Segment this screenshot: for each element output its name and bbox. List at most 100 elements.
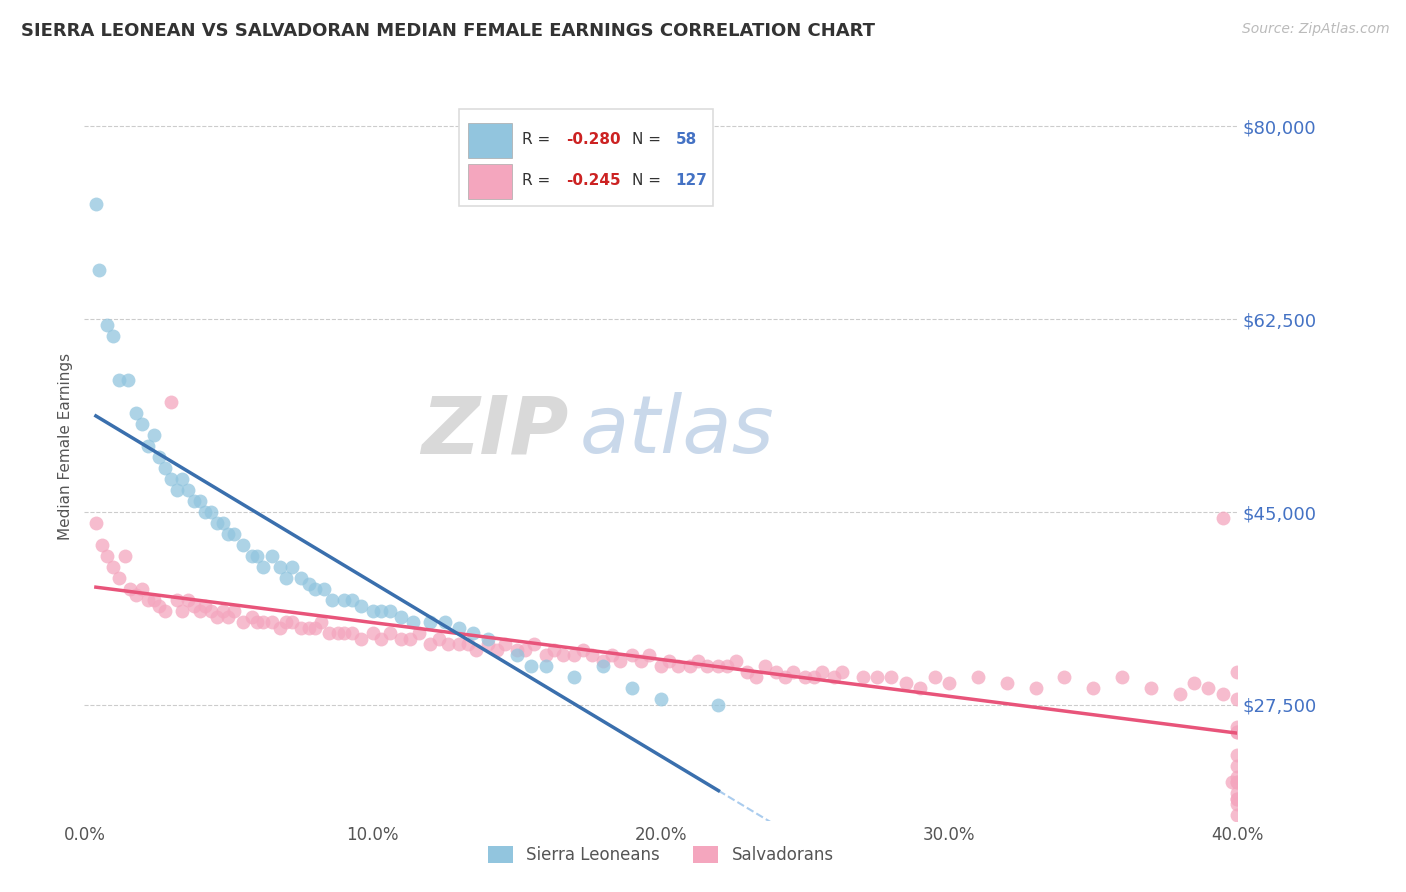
Point [658, 654, 681, 668]
Point [172, 472, 194, 486]
Point [666, 659, 689, 673]
Point [298, 621, 321, 635]
Y-axis label: Median Female Earnings: Median Female Earnings [58, 352, 73, 540]
Point [290, 571, 312, 585]
Point [419, 637, 441, 651]
Point [211, 604, 233, 618]
Point [1212, 510, 1234, 524]
Point [333, 593, 356, 607]
Point [260, 615, 283, 630]
Point [1226, 770, 1249, 784]
Point [754, 659, 776, 673]
Point [378, 626, 401, 640]
Point [166, 483, 188, 497]
Point [188, 604, 211, 618]
Point [200, 505, 222, 519]
Point [419, 615, 441, 630]
FancyBboxPatch shape [468, 163, 512, 199]
Point [136, 439, 159, 453]
Point [679, 659, 702, 673]
Point [1226, 791, 1249, 805]
Point [737, 665, 759, 679]
Point [477, 632, 499, 646]
Text: -0.245: -0.245 [567, 173, 621, 188]
Point [506, 648, 529, 663]
Point [745, 670, 768, 684]
Legend: Sierra Leoneans, Salvadorans: Sierra Leoneans, Salvadorans [479, 838, 842, 872]
Point [1226, 725, 1249, 739]
Point [350, 632, 373, 646]
Point [361, 626, 384, 640]
Point [342, 593, 364, 607]
Point [823, 670, 845, 684]
Point [96, 549, 118, 564]
Point [449, 621, 471, 635]
Point [485, 643, 508, 657]
Point [96, 318, 118, 332]
Point [276, 571, 298, 585]
Point [894, 676, 917, 690]
FancyBboxPatch shape [460, 109, 713, 206]
Point [621, 681, 644, 696]
Point [515, 643, 537, 657]
Point [246, 549, 269, 564]
Point [117, 373, 139, 387]
Point [852, 670, 875, 684]
Point [465, 643, 488, 657]
Point [103, 560, 124, 574]
Point [880, 670, 903, 684]
Point [269, 560, 291, 574]
Point [707, 698, 730, 712]
Point [592, 659, 614, 673]
Point [304, 621, 326, 635]
Point [240, 549, 263, 564]
Point [142, 428, 165, 442]
Point [177, 483, 200, 497]
Point [108, 571, 131, 585]
FancyBboxPatch shape [468, 123, 512, 158]
Point [391, 632, 413, 646]
Point [716, 659, 738, 673]
Point [211, 516, 233, 530]
Point [543, 643, 565, 657]
Point [402, 615, 425, 630]
Point [218, 527, 240, 541]
Point [200, 604, 222, 618]
Point [252, 615, 274, 630]
Point [1226, 747, 1249, 762]
Point [551, 648, 574, 663]
Point [290, 621, 312, 635]
Point [309, 615, 332, 630]
Point [696, 659, 718, 673]
Point [120, 582, 142, 597]
Point [84, 196, 107, 211]
Point [205, 516, 228, 530]
Point [103, 328, 124, 343]
Point [463, 626, 485, 640]
Point [142, 593, 165, 607]
Point [638, 648, 661, 663]
Point [399, 632, 422, 646]
Point [108, 373, 131, 387]
Point [910, 681, 932, 696]
Point [967, 670, 990, 684]
Point [218, 609, 240, 624]
Point [866, 670, 889, 684]
Point [160, 395, 183, 409]
Point [1226, 692, 1249, 706]
Point [194, 599, 217, 613]
Point [1226, 775, 1249, 789]
Point [318, 626, 340, 640]
Point [621, 648, 644, 663]
Point [298, 576, 321, 591]
Point [232, 538, 254, 552]
Text: Source: ZipAtlas.com: Source: ZipAtlas.com [1241, 22, 1389, 37]
Point [177, 593, 200, 607]
Point [183, 494, 205, 508]
Point [494, 637, 516, 651]
Point [765, 665, 787, 679]
Point [506, 643, 529, 657]
Point [782, 665, 804, 679]
Point [205, 609, 228, 624]
Point [1212, 687, 1234, 701]
